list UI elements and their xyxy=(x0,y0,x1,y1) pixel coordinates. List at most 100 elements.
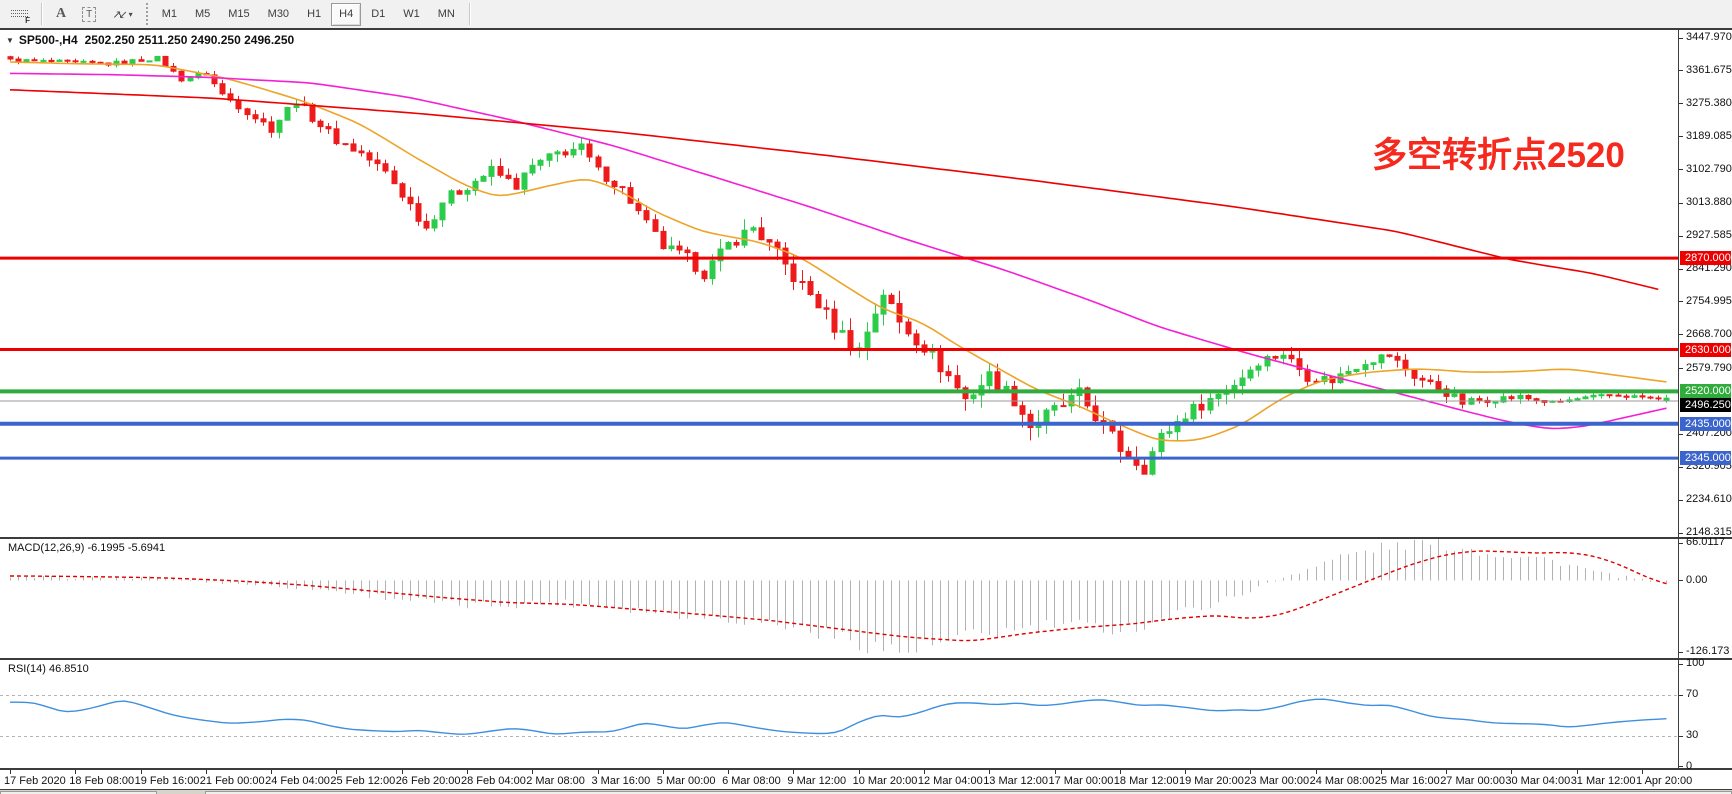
price-chart-panel[interactable]: ▼ SP500-,H4 2502.250 2511.250 2490.250 249… xyxy=(0,30,1732,539)
candle-body xyxy=(1663,397,1670,402)
candle-body xyxy=(994,371,1001,392)
axis-tick xyxy=(1679,433,1683,435)
candle-body xyxy=(1386,354,1393,357)
time-tick xyxy=(271,770,273,774)
candle-body xyxy=(913,333,920,346)
time-tick xyxy=(989,770,991,774)
candle-body xyxy=(562,151,569,156)
axis-tick-label: 0.00 xyxy=(1686,573,1708,586)
candle-body xyxy=(407,196,414,205)
time-tick xyxy=(793,770,795,774)
candle-body xyxy=(823,307,830,310)
price-chart-canvas[interactable] xyxy=(0,30,1678,537)
timeframe-button-m5[interactable]: M5 xyxy=(187,3,218,26)
candle-body xyxy=(382,163,389,172)
time-label: 6 Mar 08:00 xyxy=(722,775,781,787)
arrow-objects-icon: ↗↙ xyxy=(112,8,128,21)
candle-body xyxy=(244,108,251,116)
time-label: 2 Mar 08:00 xyxy=(526,775,585,787)
time-tick xyxy=(1315,770,1317,774)
chart-symbol-timeframe: SP500-,H4 xyxy=(18,33,78,47)
candle-body xyxy=(162,55,169,67)
candle-body xyxy=(1084,387,1091,407)
chart-menu-arrow-icon[interactable]: ▼ xyxy=(6,36,14,45)
time-tick xyxy=(1185,770,1186,774)
axis-tick-label: 2668.700 xyxy=(1686,327,1732,340)
axis-tick xyxy=(1679,651,1683,653)
chart-ohlc-values: 2502.250 2511.250 2490.250 2496.250 xyxy=(84,33,295,47)
time-label: 17 Mar 00:00 xyxy=(1048,775,1114,787)
candle-body xyxy=(660,230,667,250)
time-label: 12 Mar 04:00 xyxy=(917,775,983,787)
axis-tick xyxy=(1679,766,1683,768)
axis-tick-label: 2754.995 xyxy=(1686,294,1732,307)
rsi-indicator-panel[interactable]: RSI(14) 46.8510 100 70 30 0 xyxy=(0,657,1732,772)
candle-body xyxy=(529,164,536,174)
macd-canvas[interactable] xyxy=(0,539,1678,658)
candle-body xyxy=(89,60,96,63)
macd-label: MACD(12,26,9) -6.1995 -5.6941 xyxy=(8,542,166,554)
candle-body xyxy=(1647,396,1654,399)
rsi-axis[interactable]: 100 70 30 0 xyxy=(1678,657,1732,772)
axis-tick-label: 2234.610 xyxy=(1686,493,1732,506)
text-box-icon: T xyxy=(82,6,97,22)
candle-body xyxy=(1411,369,1418,379)
candle-body xyxy=(643,210,650,221)
toolbar-drag-handle[interactable] xyxy=(145,3,148,25)
timeframe-button-h1[interactable]: H1 xyxy=(299,3,329,26)
arrow-objects-tool-button[interactable]: ↗↙ ▾ xyxy=(105,3,139,26)
candle-body xyxy=(374,159,381,165)
axis-tick xyxy=(1679,268,1683,270)
time-tick xyxy=(597,770,599,774)
macd-axis[interactable]: 66.0117 0.00 -126.173 xyxy=(1678,536,1732,658)
fast-ma-line xyxy=(9,61,1667,442)
timeframe-button-w1[interactable]: W1 xyxy=(395,3,428,26)
timeframe-button-m15[interactable]: M15 xyxy=(220,3,257,26)
axis-tick xyxy=(1679,169,1683,170)
price-axis[interactable]: 3447.970 3361.675 3275.380 3189.085 3102.790… xyxy=(1678,30,1732,538)
candle-body xyxy=(1631,395,1638,398)
chart-shift-tool-button[interactable]: F xyxy=(4,3,35,26)
price-level-label: 2630.000 xyxy=(1680,342,1731,357)
axis-tick xyxy=(1679,70,1683,72)
time-tick xyxy=(728,770,730,774)
text-box-tool-button[interactable]: T xyxy=(75,3,103,26)
candle-body xyxy=(1166,431,1173,434)
candle-body xyxy=(399,183,406,198)
candle-body xyxy=(1606,394,1613,397)
time-label: 31 Mar 12:00 xyxy=(1570,775,1636,787)
candle-body xyxy=(758,227,765,241)
text-label-tool-button[interactable]: A xyxy=(49,3,73,26)
time-axis[interactable]: 17 Feb 2020 18 Feb 08:00 19 Feb 16:00 21 Fe… xyxy=(0,770,1732,789)
time-tick xyxy=(1119,770,1121,774)
candle-body xyxy=(799,281,806,283)
timeframe-button-m30[interactable]: M30 xyxy=(260,3,297,26)
axis-tick-label: 3189.085 xyxy=(1686,129,1732,142)
candle-body xyxy=(1492,401,1499,404)
candle-body xyxy=(309,103,316,122)
timeframe-button-h4[interactable]: H4 xyxy=(331,2,362,26)
macd-indicator-panel[interactable]: MACD(12,26,9) -6.1995 -5.6941 66.0117 0.0… xyxy=(0,536,1732,660)
time-tick xyxy=(662,770,664,774)
rsi-canvas[interactable] xyxy=(0,660,1678,768)
candle-body xyxy=(709,260,716,280)
candle-body xyxy=(187,77,194,82)
candle-body xyxy=(1582,396,1589,400)
time-label: 30 Mar 04:00 xyxy=(1505,775,1571,787)
toolbar: F A T ↗↙ ▾ M1 M5 M15 M30 H1 H4 D1 W1 MN xyxy=(0,0,1732,30)
candle-body xyxy=(1060,405,1067,408)
candle-body xyxy=(1247,369,1254,379)
timeframe-button-mn[interactable]: MN xyxy=(430,3,463,26)
candle-body xyxy=(790,263,797,282)
candle-body xyxy=(129,59,136,64)
timeframe-button-m1[interactable]: M1 xyxy=(154,3,185,26)
axis-tick-label: 3275.380 xyxy=(1686,96,1732,109)
axis-tick xyxy=(1679,735,1683,737)
axis-tick xyxy=(1679,694,1683,696)
candle-body xyxy=(945,371,952,377)
candle-body xyxy=(1174,421,1181,433)
candle-body xyxy=(252,114,259,120)
axis-tick xyxy=(1679,466,1683,468)
time-tick xyxy=(923,770,925,774)
timeframe-button-d1[interactable]: D1 xyxy=(363,3,393,26)
